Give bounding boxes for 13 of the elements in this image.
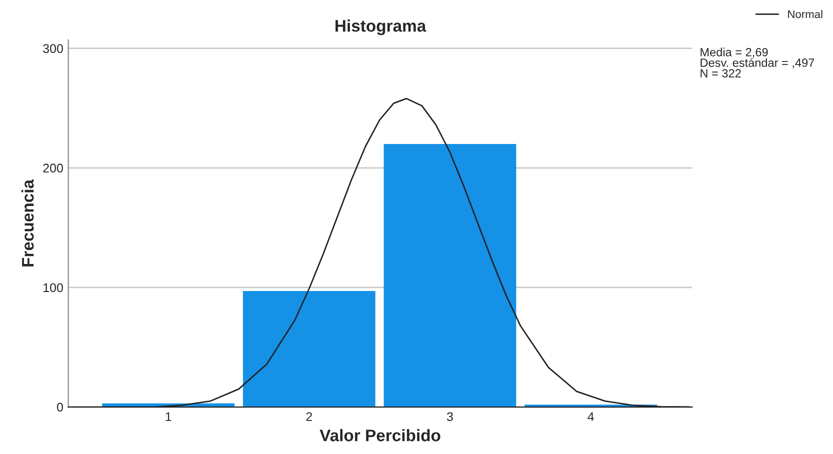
y-tick-label: 100 (44, 283, 63, 292)
y-axis-title: Frecuencia (22, 179, 34, 266)
y-tick-label: 300 (43, 44, 63, 53)
x-axis-title: Valor Percibido (320, 429, 440, 442)
x-tick-label: 3 (446, 412, 453, 422)
text: Media = 2,69 Desv. estándar = ,497 N = 322 (700, 48, 814, 78)
legend-label: Normal (788, 10, 822, 18)
x-tick-label: 1 (166, 412, 172, 421)
chart-title: Histograma (336, 20, 426, 36)
y-tick-label: 0 (56, 402, 63, 412)
y-tick-label: 200 (43, 164, 63, 173)
x-tick-label: 4 (588, 412, 594, 421)
x-tick-label: 2 (306, 412, 312, 421)
